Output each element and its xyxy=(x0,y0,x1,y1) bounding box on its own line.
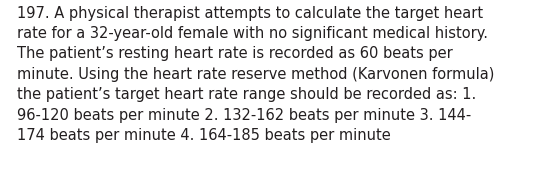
Text: 197. A physical therapist attempts to calculate the target heart
rate for a 32-y: 197. A physical therapist attempts to ca… xyxy=(17,6,494,143)
